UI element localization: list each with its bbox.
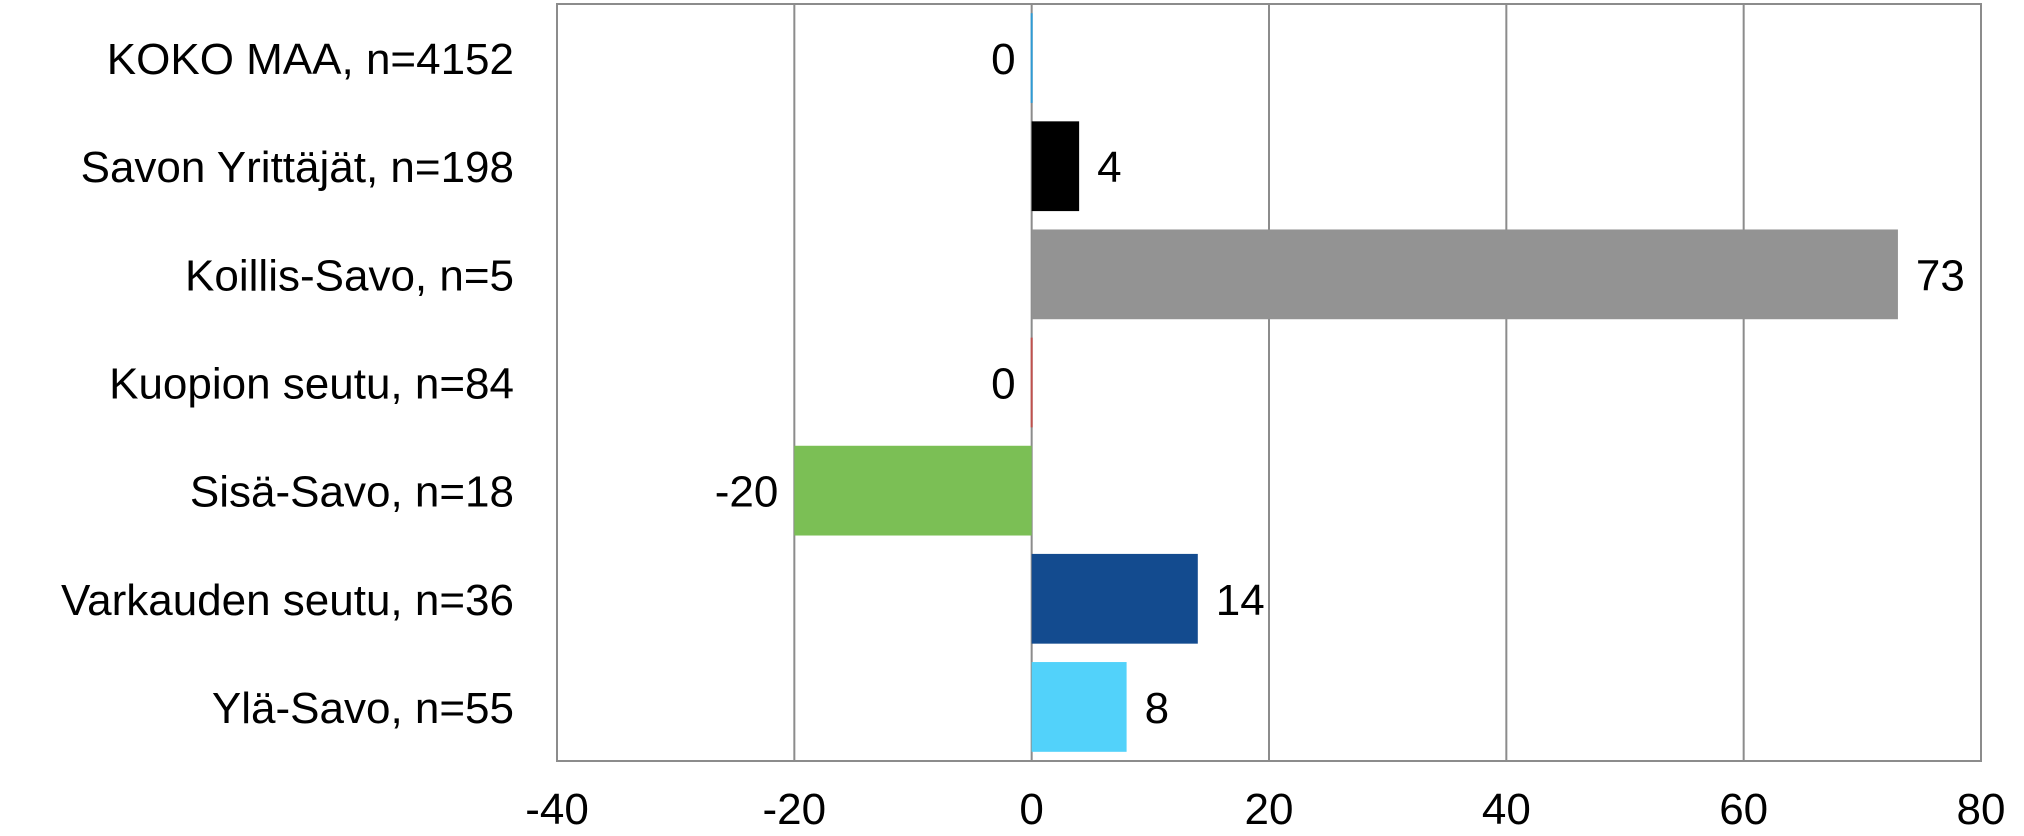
x-tick-label: 0 [1019, 785, 1043, 834]
category-label: Ylä-Savo, n=55 [212, 684, 514, 733]
data-label: 14 [1216, 576, 1265, 625]
x-tick-label: 40 [1482, 785, 1531, 834]
bar [1031, 662, 1127, 752]
category-labels: KOKO MAA, n=4152 Savon Yrittäjät, n=198 Ko… [61, 35, 514, 733]
x-tick-label: 60 [1719, 785, 1768, 834]
bar [1031, 553, 1198, 644]
x-tick-label: -20 [763, 785, 827, 834]
bar [1031, 121, 1080, 212]
data-label: 0 [991, 360, 1015, 409]
data-label: -20 [715, 468, 779, 517]
bar [1030, 337, 1033, 428]
bar [1030, 13, 1033, 103]
x-axis-tick-labels: -40 -20 0 20 40 60 80 [525, 785, 2005, 834]
category-label: Savon Yrittäjät, n=198 [81, 143, 514, 192]
category-label: Kuopion seutu, n=84 [109, 360, 514, 409]
value-labels: 0 4 73 0 -20 14 8 [715, 35, 1965, 733]
category-label: Sisä-Savo, n=18 [190, 468, 514, 517]
x-tick-label: -40 [525, 785, 589, 834]
grid-lines [793, 4, 1745, 761]
category-label: KOKO MAA, n=4152 [107, 35, 514, 84]
category-label: Varkauden seutu, n=36 [61, 576, 514, 625]
data-label: 73 [1916, 251, 1965, 300]
data-label: 4 [1097, 143, 1121, 192]
data-label: 8 [1145, 684, 1169, 733]
bar [794, 445, 1032, 536]
x-tick-label: 80 [1957, 785, 2006, 834]
bars [794, 13, 1898, 752]
plot-area-frame [556, 3, 1982, 762]
bar [1031, 229, 1898, 320]
data-label: 0 [991, 35, 1015, 84]
category-label: Koillis-Savo, n=5 [185, 251, 514, 300]
x-tick-label: 20 [1245, 785, 1294, 834]
